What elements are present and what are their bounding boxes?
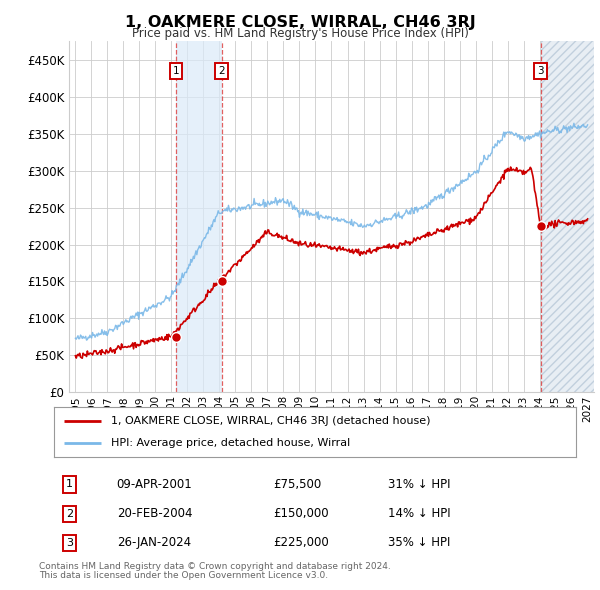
- Text: 26-JAN-2024: 26-JAN-2024: [116, 536, 191, 549]
- Text: Price paid vs. HM Land Registry's House Price Index (HPI): Price paid vs. HM Land Registry's House …: [131, 27, 469, 40]
- Text: 3: 3: [538, 66, 544, 76]
- Text: £75,500: £75,500: [273, 478, 322, 491]
- Text: 2: 2: [66, 509, 73, 519]
- Text: HPI: Average price, detached house, Wirral: HPI: Average price, detached house, Wirr…: [112, 438, 350, 448]
- Bar: [176, 41, 221, 392]
- Text: This data is licensed under the Open Government Licence v3.0.: This data is licensed under the Open Gov…: [39, 571, 328, 579]
- Text: 14% ↓ HPI: 14% ↓ HPI: [388, 507, 451, 520]
- Text: 1: 1: [172, 66, 179, 76]
- Text: 20-FEB-2004: 20-FEB-2004: [116, 507, 192, 520]
- Text: £225,000: £225,000: [273, 536, 329, 549]
- Text: 2: 2: [218, 66, 225, 76]
- Text: 31% ↓ HPI: 31% ↓ HPI: [388, 478, 451, 491]
- Bar: [541, 41, 594, 392]
- Text: 1, OAKMERE CLOSE, WIRRAL, CH46 3RJ: 1, OAKMERE CLOSE, WIRRAL, CH46 3RJ: [125, 15, 475, 30]
- Text: 1, OAKMERE CLOSE, WIRRAL, CH46 3RJ (detached house): 1, OAKMERE CLOSE, WIRRAL, CH46 3RJ (deta…: [112, 416, 431, 426]
- Text: 1: 1: [66, 480, 73, 489]
- Bar: [541, 41, 594, 392]
- Text: £150,000: £150,000: [273, 507, 329, 520]
- Text: 35% ↓ HPI: 35% ↓ HPI: [388, 536, 451, 549]
- Text: 09-APR-2001: 09-APR-2001: [116, 478, 193, 491]
- Text: 3: 3: [66, 538, 73, 548]
- Text: Contains HM Land Registry data © Crown copyright and database right 2024.: Contains HM Land Registry data © Crown c…: [39, 562, 391, 571]
